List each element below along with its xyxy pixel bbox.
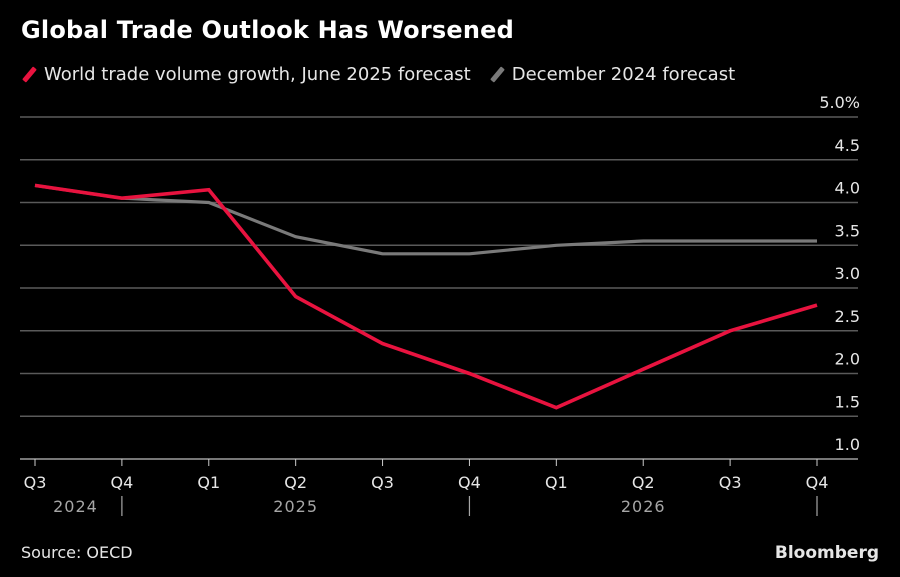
y-tick-label: 3.0 xyxy=(835,264,860,283)
x-tick-label: Q2 xyxy=(632,473,655,492)
y-tick-label: 4.5 xyxy=(835,136,860,155)
series-line-dec-2024 xyxy=(34,183,817,256)
legend: World trade volume growth, June 2025 for… xyxy=(21,64,753,85)
bloomberg-logo: Bloomberg xyxy=(774,543,879,563)
y-tick-label: 2.0 xyxy=(835,350,860,369)
x-tick-label: Q4 xyxy=(458,473,481,492)
source-note: Source: OECD xyxy=(21,543,133,562)
x-tick-label: Q2 xyxy=(284,473,307,492)
x-tick-label: Q1 xyxy=(545,473,568,492)
y-tick-label: 1.5 xyxy=(835,392,860,411)
legend-label: December 2024 forecast xyxy=(511,64,736,85)
x-tick-label: Q4 xyxy=(806,473,829,492)
legend-item-june-2025: World trade volume growth, June 2025 for… xyxy=(21,64,471,85)
legend-item-dec-2024: December 2024 forecast xyxy=(489,64,735,85)
x-tick-label: Q3 xyxy=(371,473,394,492)
legend-label: World trade volume growth, June 2025 for… xyxy=(44,64,471,85)
chart-title: Global Trade Outlook Has Worsened xyxy=(21,16,514,44)
x-tick-label: Q3 xyxy=(719,473,742,492)
year-label: 2026 xyxy=(621,497,666,516)
x-tick-label: Q4 xyxy=(110,473,133,492)
y-tick-label: 4.0 xyxy=(835,179,860,198)
series-line-june-2025 xyxy=(34,183,818,410)
year-label: 2024 xyxy=(53,497,98,516)
x-tick-label: Q1 xyxy=(197,473,220,492)
x-tick-label: Q3 xyxy=(24,473,47,492)
year-label: 2025 xyxy=(273,497,318,516)
y-tick-label: 5.0% xyxy=(819,93,860,112)
y-tick-label: 1.0 xyxy=(835,435,860,454)
y-tick-label: 2.5 xyxy=(835,307,860,326)
y-tick-label: 3.5 xyxy=(835,221,860,240)
